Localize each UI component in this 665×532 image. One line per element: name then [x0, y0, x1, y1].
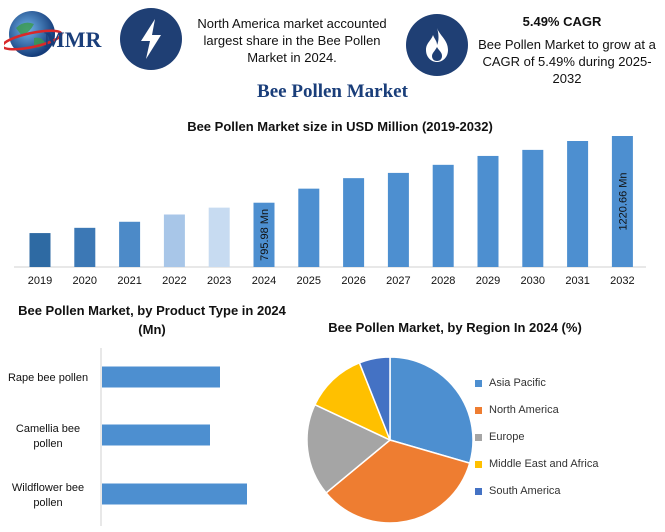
- bar-2027: [387, 172, 409, 267]
- x-tick-2023: 2023: [207, 275, 231, 287]
- legend-label: Asia Pacific: [489, 377, 546, 389]
- x-tick-2025: 2025: [297, 275, 321, 287]
- bar-2031: [567, 141, 589, 267]
- market-size-bar-chart: 2019 2020 2021 2022 2023 2024 795.98 Mn 2025 202…: [14, 136, 646, 287]
- legend-label: North America: [489, 404, 559, 416]
- info-left-text: North America market accounted largest s…: [197, 16, 387, 65]
- pie-slice-south-america: [358, 356, 391, 441]
- bar-2024: [253, 202, 275, 267]
- x-tick-2028: 2028: [431, 275, 455, 287]
- lightning-icon: [141, 19, 161, 59]
- x-tick-2030: 2030: [521, 275, 545, 287]
- bar-2019: [29, 233, 51, 267]
- bar-2029: [477, 155, 499, 267]
- pie-slice-europe: [306, 403, 392, 494]
- legend-item-south-america: South America: [475, 484, 660, 498]
- x-tick-2031: 2031: [565, 275, 589, 287]
- cagr-text: Bee Pollen Market to grow at a CAGR of 5…: [478, 37, 656, 86]
- hbar-label-1: Rape bee pollen: [8, 372, 88, 384]
- legend-swatch: [475, 487, 482, 495]
- pie-slice-asia-pacific: [389, 356, 474, 465]
- bar-2032: [611, 136, 633, 267]
- cagr-title: 5.49% CAGR: [522, 14, 602, 29]
- flame-icon-circle: [406, 14, 468, 76]
- legend-label: South America: [489, 485, 561, 497]
- flame-icon: [426, 28, 448, 62]
- bar-2022: [163, 214, 185, 267]
- region-chart-title: Bee Pollen Market, by Region In 2024 (%): [328, 320, 582, 335]
- hbar-3: [102, 483, 247, 505]
- x-tick-2019: 2019: [28, 275, 52, 287]
- bar-label-2024: 795.98 Mn: [259, 209, 271, 261]
- logo-text: MMR: [44, 27, 103, 52]
- x-tick-2020: 2020: [73, 275, 97, 287]
- legend-item-north-america: North America: [475, 403, 660, 417]
- product-type-bar-chart: Rape bee pollen Camellia bee pollen Wildflo…: [8, 348, 247, 526]
- x-tick-2029: 2029: [476, 275, 500, 287]
- region-pie-chart: [306, 356, 474, 524]
- x-tick-2024: 2024: [252, 275, 276, 287]
- x-tick-2022: 2022: [162, 275, 186, 287]
- legend-swatch: [475, 433, 482, 441]
- bar-label-2032: 1220.66 Mn: [617, 172, 629, 230]
- product-type-chart-title: Bee Pollen Market, by Product Type in 20…: [18, 303, 286, 337]
- bar-2030: [522, 149, 544, 267]
- legend-item-middle-east-and-africa: Middle East and Africa: [475, 457, 660, 471]
- region-legend: Asia Pacific North America Europe Middle Ea…: [475, 376, 660, 511]
- mmr-logo: MMR: [4, 11, 103, 57]
- x-tick-2021: 2021: [117, 275, 141, 287]
- x-tick-2032: 2032: [610, 275, 634, 287]
- bar-2023: [208, 207, 230, 267]
- bar-2025: [298, 188, 320, 267]
- legend-label: Europe: [489, 431, 525, 443]
- hbar-1: [102, 366, 220, 388]
- legend-item-asia-pacific: Asia Pacific: [475, 376, 660, 390]
- pie-slice-north-america: [324, 439, 471, 524]
- legend-swatch: [475, 379, 482, 387]
- lightning-icon-circle: [120, 8, 182, 70]
- bar-chart-title: Bee Pollen Market size in USD Million (2…: [187, 119, 493, 134]
- hbar-label-3: Wildflower bee pollen: [12, 482, 84, 509]
- bar-2020: [74, 227, 96, 267]
- x-tick-2027: 2027: [386, 275, 410, 287]
- bar-2028: [432, 164, 454, 267]
- page-title: Bee Pollen Market: [257, 81, 408, 102]
- legend-item-europe: Europe: [475, 430, 660, 444]
- legend-label: Middle East and Africa: [489, 458, 599, 470]
- x-tick-2026: 2026: [341, 275, 365, 287]
- legend-swatch: [475, 460, 482, 468]
- pie-slice-middle-east-and-africa: [313, 361, 392, 442]
- hbar-label-2: Camellia bee pollen: [16, 423, 80, 450]
- bar-2021: [119, 221, 141, 267]
- bar-2026: [343, 178, 365, 267]
- legend-swatch: [475, 406, 482, 414]
- hbar-2: [102, 424, 210, 446]
